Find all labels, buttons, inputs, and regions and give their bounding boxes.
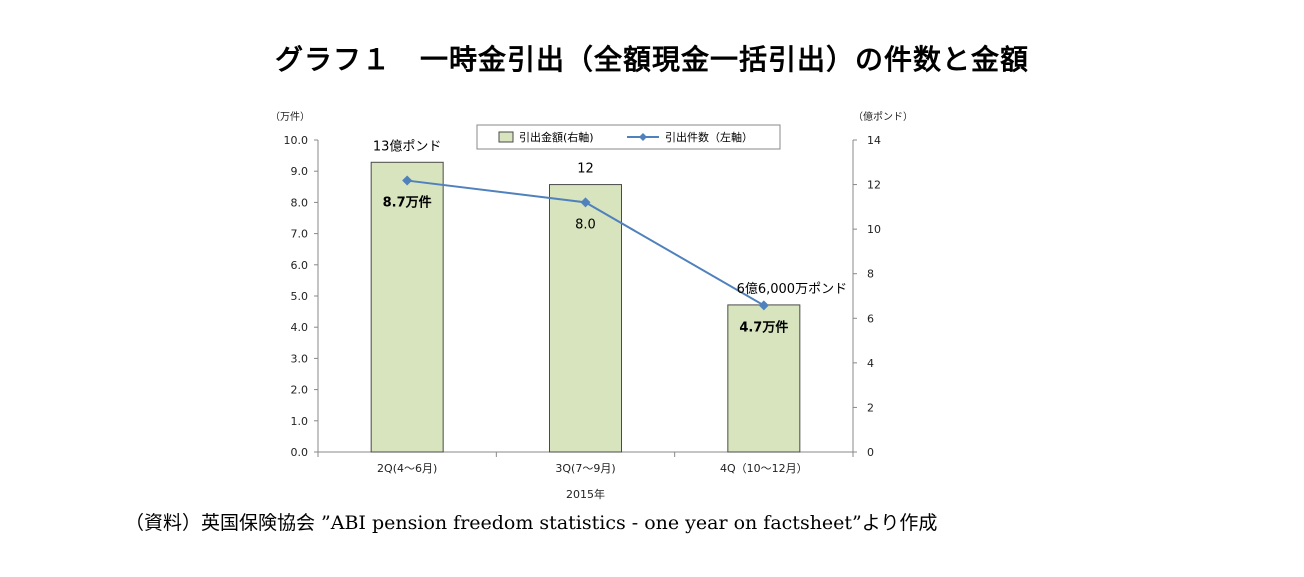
left-tick-label: 10.0 bbox=[284, 134, 309, 147]
right-tick-label: 0 bbox=[867, 446, 874, 459]
left-axis-unit: （万件） bbox=[270, 111, 310, 123]
x-tick-label: 3Q(7～9月) bbox=[555, 462, 615, 475]
line-data-label: 4.7万件 bbox=[739, 319, 788, 335]
legend-line-marker bbox=[639, 133, 647, 141]
bar bbox=[727, 304, 801, 453]
data-labels: 13億ポンド 12 6億6,000万ポンド 8.7万件 8.0 4.7万件 bbox=[373, 138, 847, 335]
right-tick-label: 12 bbox=[867, 179, 881, 192]
line-point bbox=[580, 197, 591, 208]
left-tick-label: 2.0 bbox=[291, 384, 309, 397]
source-note: （資料）英国保険協会 ”ABI pension freedom statisti… bbox=[125, 512, 938, 534]
right-tick-label: 14 bbox=[867, 134, 881, 147]
left-tick-label: 4.0 bbox=[291, 321, 309, 334]
right-tick-label: 10 bbox=[867, 223, 881, 236]
line-series bbox=[402, 175, 769, 311]
legend-line-label: 引出件数（左軸） bbox=[665, 130, 753, 144]
bar bbox=[370, 161, 444, 453]
left-tick-label: 3.0 bbox=[291, 352, 309, 365]
x-tick-label: 4Q（10～12月） bbox=[720, 462, 808, 475]
bar bbox=[549, 184, 622, 453]
chart-axes: 0.0 1.0 2.0 3.0 4.0 5.0 6.0 7.0 8.0 9.0 10.0 0 2 4 6 8 1… bbox=[270, 110, 913, 501]
legend-bar-swatch bbox=[498, 131, 514, 143]
line-point bbox=[402, 175, 413, 186]
right-tick-label: 8 bbox=[867, 268, 874, 281]
bar-data-label: 12 bbox=[577, 162, 594, 177]
legend-bar-label: 引出金額(右軸) bbox=[519, 130, 594, 144]
right-tick-label: 6 bbox=[867, 312, 874, 325]
bar-data-label: 13億ポンド bbox=[373, 138, 442, 154]
right-axis-unit: （億ポンド） bbox=[853, 110, 913, 123]
line-data-label: 8.0 bbox=[575, 217, 596, 232]
right-tick-label: 4 bbox=[867, 357, 874, 370]
line-data-label: 8.7万件 bbox=[383, 195, 432, 211]
left-tick-label: 7.0 bbox=[291, 228, 309, 241]
line-point bbox=[758, 300, 769, 311]
left-tick-label: 0.0 bbox=[291, 446, 309, 459]
right-tick-label: 2 bbox=[867, 401, 874, 414]
left-tick-label: 5.0 bbox=[291, 290, 309, 303]
left-tick-label: 9.0 bbox=[291, 165, 309, 178]
legend: 引出金額(右軸) 引出件数（左軸） bbox=[476, 124, 781, 150]
x-axis-title: 2015年 bbox=[566, 487, 605, 501]
left-tick-label: 8.0 bbox=[291, 196, 309, 209]
bar-series bbox=[370, 161, 801, 453]
page-title: グラフ１ 一時金引出（全額現金一括引出）の件数と金額 bbox=[274, 43, 1029, 76]
x-tick-label: 2Q(4～6月) bbox=[377, 462, 437, 475]
left-tick-label: 1.0 bbox=[291, 415, 309, 428]
left-tick-label: 6.0 bbox=[291, 259, 309, 272]
bar-data-label: 6億6,000万ポンド bbox=[737, 281, 848, 297]
